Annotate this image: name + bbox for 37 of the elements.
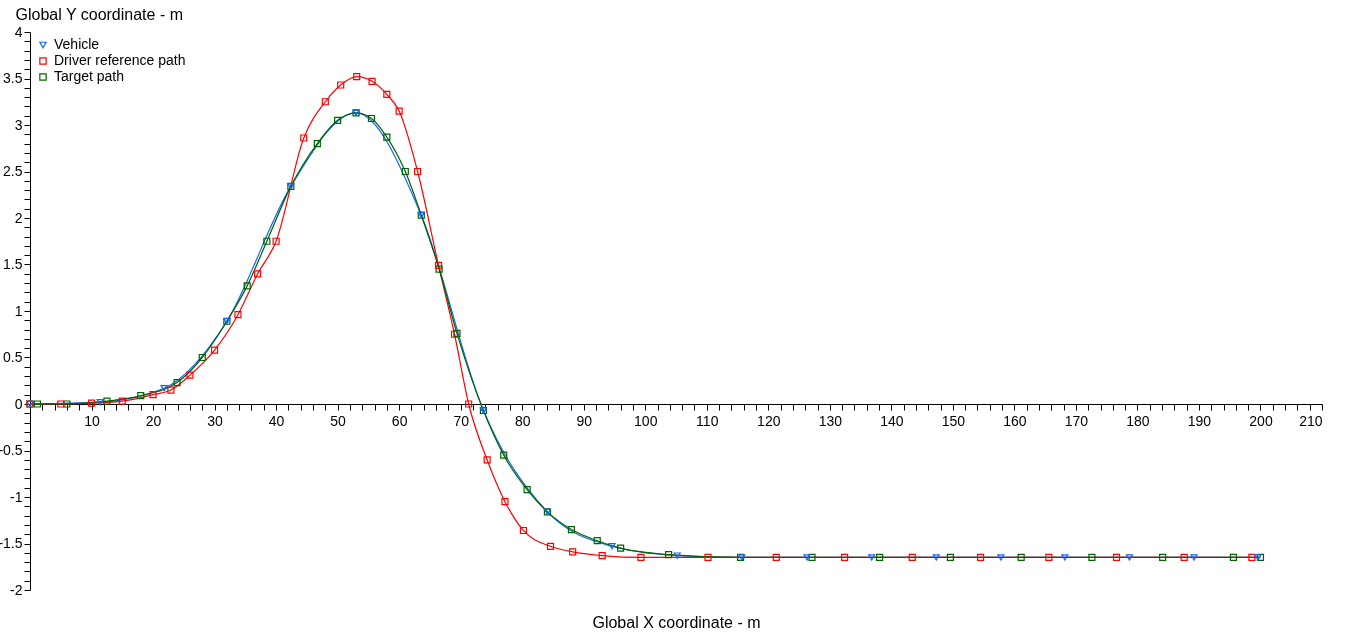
x-tick-label: 30 [207, 412, 224, 429]
y-tick-label: 4 [14, 23, 23, 40]
x-tick-label: 10 [84, 412, 101, 429]
y-tick-label: 1.5 [3, 256, 23, 272]
y-tick-label: 0 [14, 395, 23, 412]
x-tick-label: 80 [514, 412, 531, 429]
y-axis-title: Global Y coordinate - m [15, 5, 183, 23]
x-tick-label: 90 [576, 412, 593, 429]
x-tick-label: 200 [1249, 412, 1273, 429]
x-axis-title: Global X coordinate - m [592, 613, 761, 631]
x-tick-label: 60 [391, 412, 408, 429]
y-tick-label: 3 [14, 116, 23, 133]
x-tick-label: 170 [1064, 412, 1089, 429]
legend-label: Vehicle [54, 36, 100, 52]
legend-label: Driver reference path [54, 52, 186, 68]
x-tick-label: 110 [696, 412, 719, 429]
y-tick-label: -1 [10, 488, 23, 505]
x-tick-label: 190 [1187, 412, 1212, 429]
x-tick-label: 130 [818, 412, 843, 429]
x-tick-label: 140 [880, 412, 904, 429]
x-tick-label: 160 [1003, 412, 1027, 429]
y-tick-label: 2.5 [3, 163, 23, 179]
x-tick-label: 50 [330, 412, 347, 429]
y-tick-label: -2 [10, 581, 23, 598]
legend-label: Target path [54, 68, 125, 84]
y-tick-label: 1 [14, 302, 23, 319]
x-tick-label: 150 [941, 412, 966, 429]
x-tick-label: 100 [634, 412, 658, 429]
x-tick-label: 120 [757, 412, 781, 429]
y-tick-label: 0.5 [3, 349, 23, 365]
x-tick-label: 210 [1299, 412, 1323, 429]
x-tick-label: 40 [268, 412, 285, 429]
y-tick-label: 3.5 [3, 70, 23, 86]
x-tick-label: 70 [453, 412, 470, 429]
x-tick-label: 180 [1126, 412, 1150, 429]
y-tick-label: 2 [14, 209, 23, 226]
x-tick-label: 20 [145, 412, 162, 429]
